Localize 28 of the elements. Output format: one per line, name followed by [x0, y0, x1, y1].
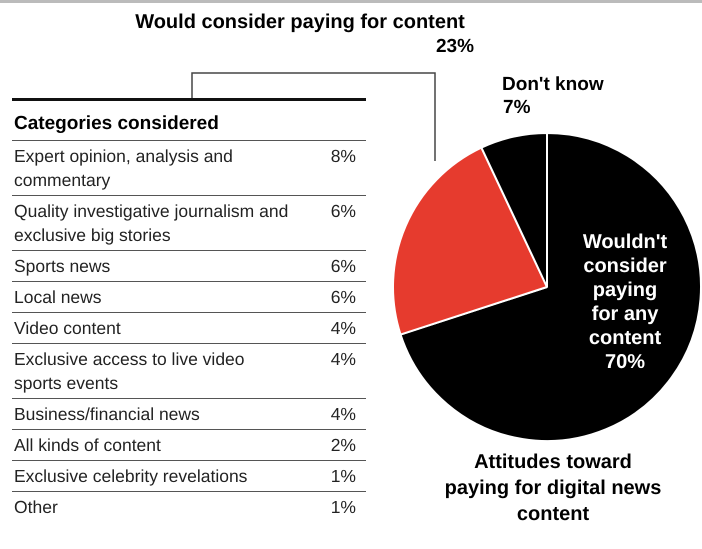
- slice-label: Would consider paying for content: [135, 11, 466, 33]
- category-label: Exclusive access to live video sports events: [14, 348, 246, 395]
- category-label: Video content: [14, 317, 122, 340]
- data-label: 6%: [330, 286, 356, 309]
- data-label: 1%: [330, 496, 356, 519]
- data-label: 7%: [503, 97, 531, 118]
- category-label: Exclusive celebrity revelations: [14, 465, 248, 488]
- data-label: 4%: [330, 317, 356, 340]
- data-label: 4%: [330, 403, 356, 426]
- data-label: 6%: [330, 200, 356, 223]
- data-label: 4%: [330, 348, 356, 371]
- text: Attitudes toward paying for digital news content: [444, 451, 662, 525]
- text: Categories considered: [12, 98, 366, 140]
- category-label: Quality investigative journalism and exclusive big stories: [14, 200, 290, 247]
- category-label: All kinds of content: [14, 434, 162, 457]
- category-label: Sports news: [14, 255, 112, 278]
- category-label: Expert opinion, analysis and commentary: [14, 145, 234, 192]
- data-label: 1%: [330, 465, 356, 488]
- data-label: 8%: [330, 145, 356, 168]
- data-label: 23%: [436, 36, 474, 57]
- category-label: Business/financial news: [14, 403, 201, 426]
- data-label: 2%: [330, 434, 356, 457]
- slice-label: Don't know: [502, 74, 604, 95]
- data-label: 6%: [330, 255, 356, 278]
- category-label: Other: [14, 496, 59, 519]
- category-label: Local news: [14, 286, 103, 309]
- slice-label: Wouldn't consider paying for any content: [582, 231, 668, 349]
- data-label: 70%: [604, 351, 646, 373]
